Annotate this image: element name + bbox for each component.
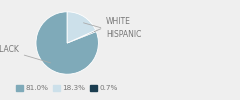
Wedge shape [36,12,98,74]
Wedge shape [67,30,96,43]
Text: WHITE: WHITE [94,17,131,32]
Wedge shape [67,12,96,43]
Text: HISPANIC: HISPANIC [84,23,142,39]
Text: BLACK: BLACK [0,45,50,63]
Legend: 81.0%, 18.3%, 0.7%: 81.0%, 18.3%, 0.7% [13,82,120,94]
